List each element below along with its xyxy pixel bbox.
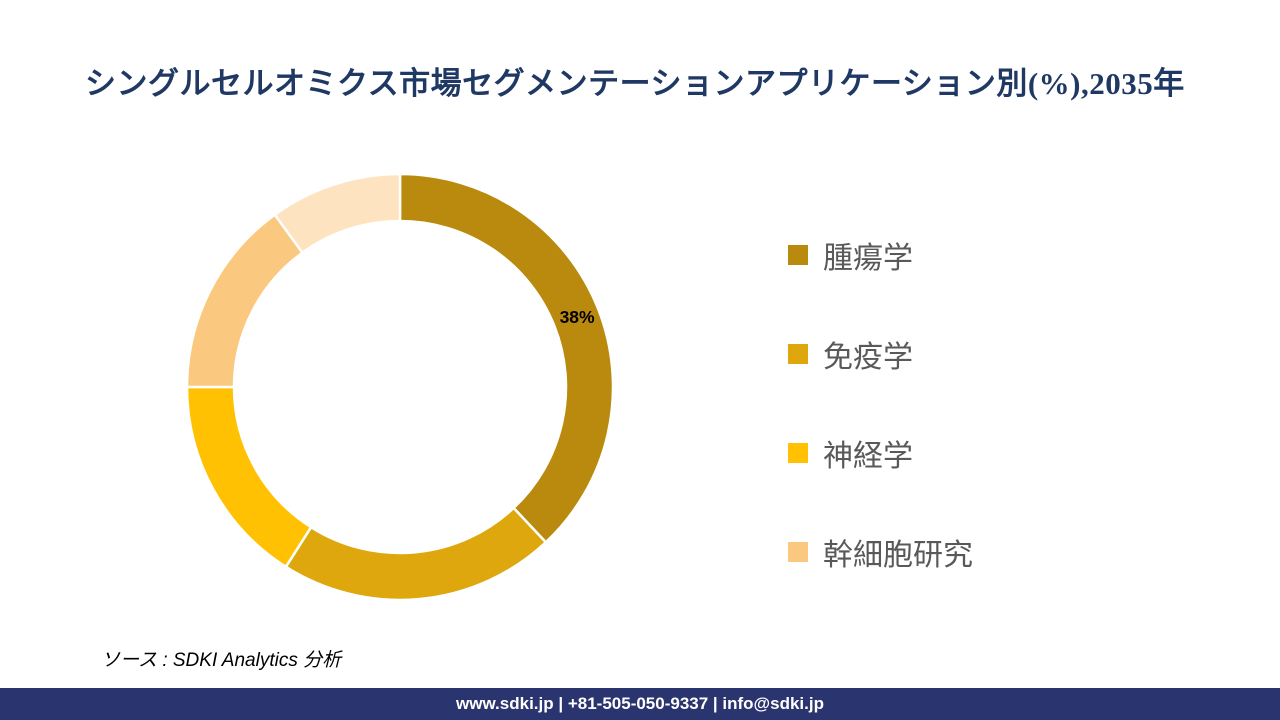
legend-item-oncology: 腫瘍学	[788, 235, 973, 275]
chart-title: シングルセルオミクス市場セグメンテーションアプリケーション別(%),2035年	[85, 66, 1185, 101]
donut-segment	[273, 172, 402, 254]
legend-item-stem-cell-research: 幹細胞研究	[788, 532, 973, 572]
donut-segment	[185, 385, 313, 569]
legend-swatch	[788, 344, 808, 364]
legend-label: 神経学	[823, 440, 913, 473]
legend-label: 腫瘍学	[823, 242, 913, 275]
footer-bar: www.sdki.jp | +81-505-050-9337 | info@sd…	[0, 688, 1280, 720]
legend-swatch	[788, 542, 808, 562]
chart-legend: 腫瘍学 免疫学 神経学 幹細胞研究	[788, 235, 973, 631]
legend-swatch	[788, 245, 808, 265]
legend-label: 免疫学	[823, 341, 913, 374]
legend-label: 幹細胞研究	[823, 539, 973, 572]
legend-item-immunology: 免疫学	[788, 334, 973, 374]
footer-contact-text: www.sdki.jp | +81-505-050-9337 | info@sd…	[456, 694, 824, 713]
donut-segment	[185, 213, 304, 389]
donut-chart: 38%	[185, 172, 615, 602]
donut-chart-area: 38%	[180, 167, 620, 607]
donut-segment	[398, 172, 615, 544]
legend-item-neurology: 神経学	[788, 433, 973, 473]
donut-segment	[284, 506, 548, 602]
source-note: ソース : SDKI Analytics 分析	[101, 650, 342, 671]
segment-data-label: 38%	[560, 307, 595, 327]
legend-swatch	[788, 443, 808, 463]
